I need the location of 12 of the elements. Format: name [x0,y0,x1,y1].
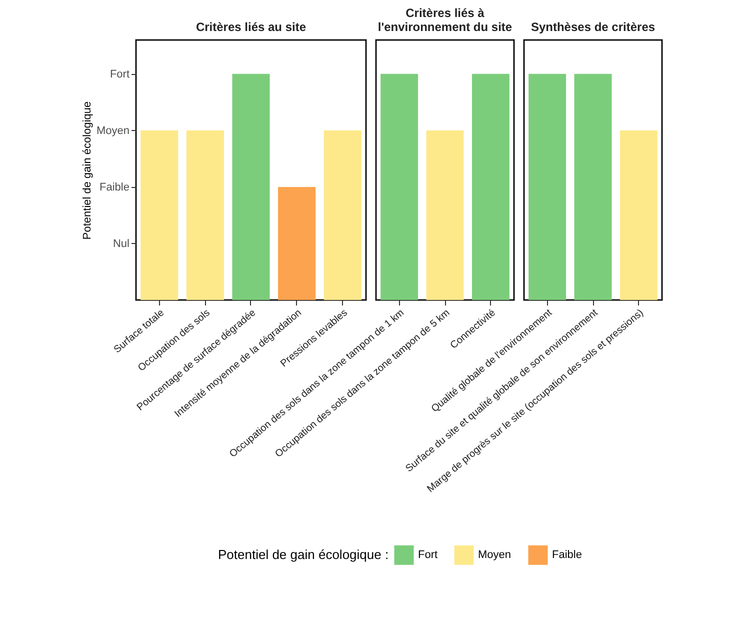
category-label: Fort [110,68,130,80]
category-label: Nul [112,238,130,250]
legend-label: Faible [552,549,582,562]
legend-label: Moyen [478,549,512,562]
chart-title: Critères liés au site [196,20,306,34]
legend-title: Potentiel de gain écologique : [218,547,389,562]
legend-label: Fort [418,549,438,562]
chart-title: Synthèses de critères [530,20,656,34]
y-axis-title: Potentiel de gain écologique [81,101,94,240]
chart-title: Critères liés à l'environnement du site [378,6,512,34]
category-label: Moyen [96,124,130,137]
category-label: Faible [100,181,130,194]
